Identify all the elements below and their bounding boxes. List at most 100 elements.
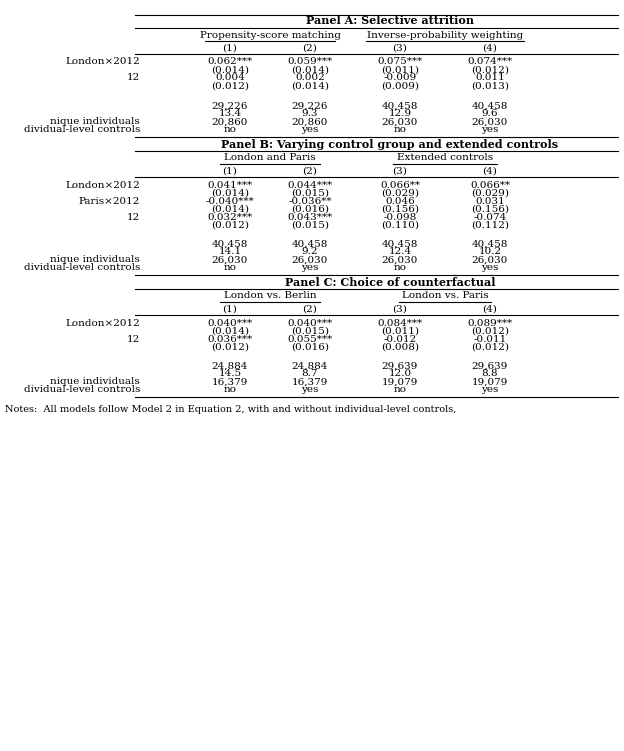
Text: London vs. Berlin: London vs. Berlin [223,291,316,300]
Text: 0.043***: 0.043*** [288,213,333,222]
Text: (0.012): (0.012) [471,65,509,74]
Text: London and Paris: London and Paris [224,153,316,162]
Text: no: no [223,264,236,273]
Text: nique individuals: nique individuals [51,255,140,264]
Text: 40,458: 40,458 [382,240,418,249]
Text: 16,379: 16,379 [292,378,328,387]
Text: (0.029): (0.029) [471,189,509,198]
Text: 9.3: 9.3 [302,110,318,119]
Text: 0.059***: 0.059*** [288,58,333,67]
Text: 26,030: 26,030 [472,255,508,264]
Text: 0.066**: 0.066** [470,180,510,189]
Text: dividual-level controls: dividual-level controls [24,385,140,394]
Text: no: no [394,264,406,273]
Text: (0.015): (0.015) [291,327,329,336]
Text: -0.040***: -0.040*** [206,197,255,206]
Text: 40,458: 40,458 [212,240,248,249]
Text: -0.074: -0.074 [474,213,507,222]
Text: 12: 12 [127,334,140,343]
Text: 12.9: 12.9 [388,110,412,119]
Text: (2): (2) [303,167,318,176]
Text: (0.014): (0.014) [211,204,249,213]
Text: 26,030: 26,030 [382,117,418,126]
Text: Extended controls: Extended controls [397,153,493,162]
Text: 40,458: 40,458 [292,240,328,249]
Text: London×2012: London×2012 [66,58,140,67]
Text: 40,458: 40,458 [472,240,508,249]
Text: 29,639: 29,639 [382,361,418,370]
Text: no: no [223,385,236,394]
Text: yes: yes [481,125,499,134]
Text: 0.089***: 0.089*** [467,318,512,327]
Text: (1): (1) [223,304,238,313]
Text: (0.012): (0.012) [211,342,249,351]
Text: 24,884: 24,884 [292,361,328,370]
Text: 0.074***: 0.074*** [467,58,512,67]
Text: yes: yes [301,125,319,134]
Text: (0.011): (0.011) [381,327,419,336]
Text: (0.156): (0.156) [381,204,419,213]
Text: Panel A: Selective attrition: Panel A: Selective attrition [306,16,474,26]
Text: (0.014): (0.014) [211,65,249,74]
Text: 12: 12 [127,74,140,83]
Text: Propensity-score matching: Propensity-score matching [200,31,341,40]
Text: 29,639: 29,639 [472,361,508,370]
Text: yes: yes [301,385,319,394]
Text: (0.156): (0.156) [471,204,509,213]
Text: 0.055***: 0.055*** [288,334,333,343]
Text: 13.4: 13.4 [218,110,241,119]
Text: no: no [394,125,406,134]
Text: 0.040***: 0.040*** [207,318,253,327]
Text: 0.046: 0.046 [385,197,415,206]
Text: -0.011: -0.011 [474,334,507,343]
Text: London vs. Paris: London vs. Paris [402,291,489,300]
Text: 26,030: 26,030 [382,255,418,264]
Text: 0.002: 0.002 [295,74,325,83]
Text: yes: yes [481,385,499,394]
Text: -0.036**: -0.036** [288,197,332,206]
Text: (0.012): (0.012) [471,327,509,336]
Text: 0.066**: 0.066** [380,180,420,189]
Text: (0.012): (0.012) [471,342,509,351]
Text: London×2012: London×2012 [66,318,140,327]
Text: 0.031: 0.031 [475,197,505,206]
Text: 0.036***: 0.036*** [207,334,253,343]
Text: (0.014): (0.014) [291,65,329,74]
Text: 12: 12 [127,213,140,222]
Text: (3): (3) [392,304,407,313]
Text: (1): (1) [223,44,238,53]
Text: (0.016): (0.016) [291,204,329,213]
Text: nique individuals: nique individuals [51,117,140,126]
Text: (0.014): (0.014) [211,189,249,198]
Text: dividual-level controls: dividual-level controls [24,125,140,134]
Text: -0.098: -0.098 [383,213,417,222]
Text: 26,030: 26,030 [292,255,328,264]
Text: (0.016): (0.016) [291,342,329,351]
Text: 20,860: 20,860 [212,117,248,126]
Text: 14.1: 14.1 [218,248,241,257]
Text: 29,226: 29,226 [292,101,328,110]
Text: Inverse-probability weighting: Inverse-probability weighting [367,31,523,40]
Text: (0.008): (0.008) [381,342,419,351]
Text: London×2012: London×2012 [66,180,140,189]
Text: 14.5: 14.5 [218,369,241,379]
Text: 19,079: 19,079 [472,378,508,387]
Text: -0.009: -0.009 [383,74,417,83]
Text: no: no [394,385,406,394]
Text: 0.041***: 0.041*** [207,180,253,189]
Text: (0.029): (0.029) [381,189,419,198]
Text: (0.013): (0.013) [471,82,509,91]
Text: 12.0: 12.0 [388,369,412,379]
Text: no: no [223,125,236,134]
Text: (3): (3) [392,167,407,176]
Text: Paris×2012: Paris×2012 [79,197,140,206]
Text: (0.014): (0.014) [291,82,329,91]
Text: nique individuals: nique individuals [51,378,140,387]
Text: 20,860: 20,860 [292,117,328,126]
Text: 40,458: 40,458 [472,101,508,110]
Text: 0.032***: 0.032*** [207,213,253,222]
Text: (0.015): (0.015) [291,189,329,198]
Text: (0.009): (0.009) [381,82,419,91]
Text: (2): (2) [303,304,318,313]
Text: (4): (4) [482,304,497,313]
